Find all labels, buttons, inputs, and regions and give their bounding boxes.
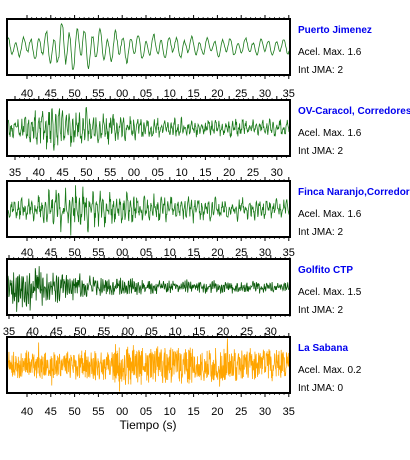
acel-max-label: Acel. Max. 1.6 [298,47,362,58]
panel-1: 40 45 50 55 00 05 10 15 20 25 30 35 Puerto Jimenez Ac… [6,15,372,100]
tick-label: 00 [122,326,134,338]
panel-3: 40 45 50 55 00 05 10 15 20 25 30 35 Finca Naranjo,Co… [6,177,410,259]
station-name: OV-Caracol, Corredores [298,106,410,117]
waveform-trace-1 [7,22,290,71]
tick-label: 55 [92,406,104,418]
tick-label: 10 [164,247,176,259]
tick-label: 30 [265,326,277,338]
tick-label: 30 [259,406,271,418]
panel-frame [6,258,291,316]
tick-label: 10 [175,167,187,179]
waveform-trace-2 [7,106,290,151]
panel-frame [6,180,291,238]
int-jma-label: Int JMA: 2 [298,65,343,76]
tick-label: 25 [247,167,259,179]
tick-label: 10 [164,88,176,100]
tick-label: 25 [235,88,247,100]
tick-label: 35 [9,167,21,179]
tick-label: 50 [68,247,80,259]
acel-max-label: Acel. Max. 1.6 [298,128,362,139]
panel-frame [6,336,291,394]
int-jma-label: Int JMA: 2 [298,305,343,316]
tick-label: 35 [283,406,295,418]
tick-label: 20 [211,247,223,259]
tick-label: 00 [116,247,128,259]
tick-label: 40 [21,88,33,100]
panel-5: 40 45 50 55 00 05 10 15 20 25 30 35 La Sabana Acel. M… [6,333,362,418]
tick-label: 40 [21,406,33,418]
panel-frame [6,18,291,76]
int-jma-label: Int JMA: 2 [298,146,343,157]
panel-4: 35 40 45 50 55 00 05 10 15 20 25 30 Golfito CTP Acel.… [3,255,362,338]
station-name: Puerto Jimenez [298,25,372,36]
tick-label: 50 [80,167,92,179]
tick-label: 40 [21,247,33,259]
tick-label: 30 [259,247,271,259]
tick-label: 25 [235,406,247,418]
station-name: La Sabana [298,343,348,354]
tick-label: 05 [152,167,164,179]
int-jma-label: Int JMA: 2 [298,227,343,238]
tick-label: 45 [45,406,57,418]
tick-label: 55 [92,247,104,259]
tick-label: 05 [140,406,152,418]
int-jma-label: Int JMA: 0 [298,383,343,394]
tick-label: 55 [104,167,116,179]
tick-label: 25 [235,247,247,259]
tick-label: 00 [128,167,140,179]
tick-label: 35 [283,247,295,259]
tick-label: 50 [68,88,80,100]
tick-label: 20 [217,326,229,338]
tick-label: 20 [211,406,223,418]
tick-label: 20 [223,167,235,179]
tick-label: 00 [116,88,128,100]
tick-label: 55 [92,88,104,100]
tick-label: 35 [3,326,15,338]
tick-label: 10 [164,406,176,418]
tick-label: 15 [187,88,199,100]
tick-label: 50 [74,326,86,338]
station-name: Golfito CTP [298,265,353,276]
station-name: Finca Naranjo,Corredores [298,187,410,198]
acel-max-label: Acel. Max. 1.6 [298,209,362,220]
tick-label: 40 [33,167,45,179]
tick-label: 05 [140,88,152,100]
tick-label: 25 [241,326,253,338]
tick-label: 15 [187,247,199,259]
tick-label: 30 [271,167,283,179]
tick-label: 35 [283,88,295,100]
tick-label: 45 [56,167,68,179]
tick-label: 55 [98,326,110,338]
tick-label: 05 [140,247,152,259]
tick-label: 50 [68,406,80,418]
tick-label: 15 [187,406,199,418]
waveform-trace-3 [7,185,290,236]
acel-max-label: Acel. Max. 0.2 [298,365,362,376]
tick-label: 30 [259,88,271,100]
tick-label: 45 [50,326,62,338]
acel-max-label: Acel. Max. 1.5 [298,287,362,298]
panel-2: 35 40 45 50 55 00 05 10 15 20 25 30 OV-Caracol, Corr… [6,96,410,179]
tick-label: 15 [199,167,211,179]
waveform-trace-4 [7,266,290,312]
tick-label: 45 [45,247,57,259]
waveform-trace-5 [7,338,290,392]
tick-label: 40 [27,326,39,338]
x-axis-title: Tiempo (s) [120,418,177,432]
tick-label: 05 [146,326,158,338]
tick-label: 20 [211,88,223,100]
tick-label: 15 [193,326,205,338]
tick-label: 00 [116,406,128,418]
tick-label: 10 [169,326,181,338]
tick-label: 45 [45,88,57,100]
